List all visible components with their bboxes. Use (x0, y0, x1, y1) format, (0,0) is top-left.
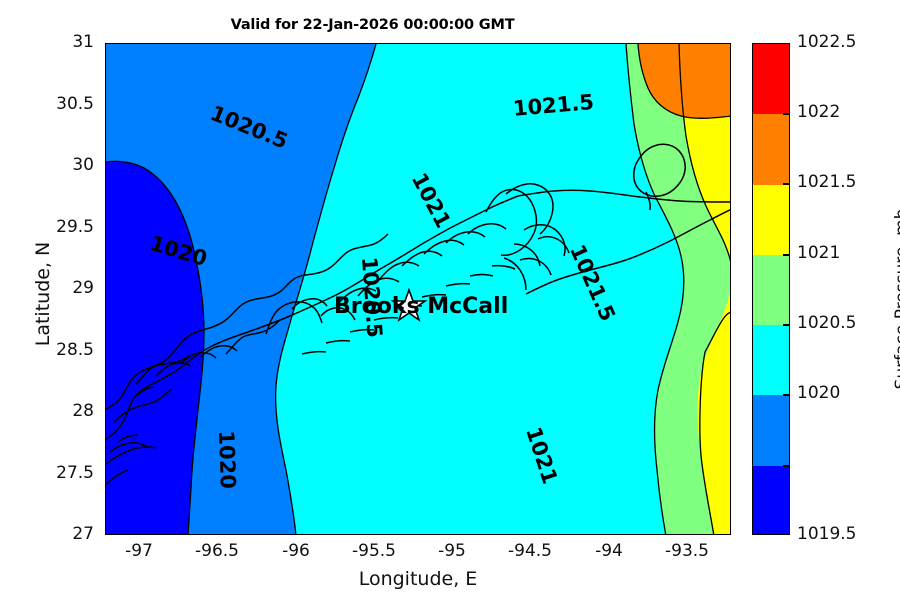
xtick-label: -97 (125, 541, 153, 561)
xtick-label: -95.5 (352, 541, 396, 561)
cbar-band-1022 (753, 114, 789, 185)
contour-map-svg (106, 44, 730, 534)
cbar-tickmark (783, 183, 790, 185)
cbar-tickmark (783, 254, 790, 256)
station-star-marker[interactable] (390, 287, 428, 323)
ytick-label: 30 (72, 155, 94, 175)
xtick-label: -95 (438, 541, 466, 561)
cbar-band-1020p5 (753, 325, 789, 396)
contour-plot-area[interactable]: 1020.5 1020 1021.5 1021.5 1021 1021 1020… (105, 43, 731, 535)
band-1021p5 (679, 44, 730, 534)
xtick-label: -96 (282, 541, 310, 561)
xtick-label: -94.5 (508, 541, 552, 561)
ytick-label: 31 (72, 32, 94, 52)
xtick-label: -96.5 (195, 541, 239, 561)
page-title: Valid for 22-Jan-2026 00:00:00 GMT (230, 17, 515, 33)
band-1022 (638, 44, 730, 119)
coastline (106, 143, 730, 485)
ytick-label: 27.5 (56, 463, 94, 483)
ytick-label: 29.5 (56, 217, 94, 237)
xtick-label: -93.5 (665, 541, 709, 561)
cbar-tickmark (783, 394, 790, 396)
cbar-tick-label: 1021.5 (797, 172, 857, 192)
ytick-label: 30.5 (56, 94, 94, 114)
cbar-tickmark (783, 465, 790, 467)
x-axis-label: Longitude, E (358, 568, 478, 590)
cbar-band-1020 (753, 395, 789, 466)
band-1019p5 (106, 161, 204, 534)
ytick-label: 27 (72, 524, 94, 544)
cbar-tickmark (783, 324, 790, 326)
cbar-tick-label: 1021 (797, 243, 841, 263)
cbar-band-1021 (753, 254, 789, 326)
colorbar[interactable] (752, 43, 790, 535)
ytick-label: 28.5 (56, 340, 94, 360)
cbar-band-1021p5 (753, 184, 789, 255)
colorbar-title: Surface Pressure, mb (892, 208, 900, 390)
cbar-band-1019p5 (753, 465, 789, 534)
cbar-tick-label: 1022.5 (797, 32, 857, 52)
contour-lines (106, 44, 730, 534)
cbar-tick-label: 1020.5 (797, 313, 857, 333)
cbar-band-1022p5 (753, 44, 789, 115)
ytick-label: 28 (72, 401, 94, 421)
cbar-tick-label: 1020 (797, 383, 841, 403)
cbar-tick-label: 1022 (797, 102, 841, 122)
xtick-label: -94 (595, 541, 623, 561)
cbar-tick-label: 1019.5 (797, 524, 857, 544)
cbar-tickmark (783, 113, 790, 115)
ytick-label: 29 (72, 278, 94, 298)
y-axis-label: Latitude, N (32, 241, 54, 347)
